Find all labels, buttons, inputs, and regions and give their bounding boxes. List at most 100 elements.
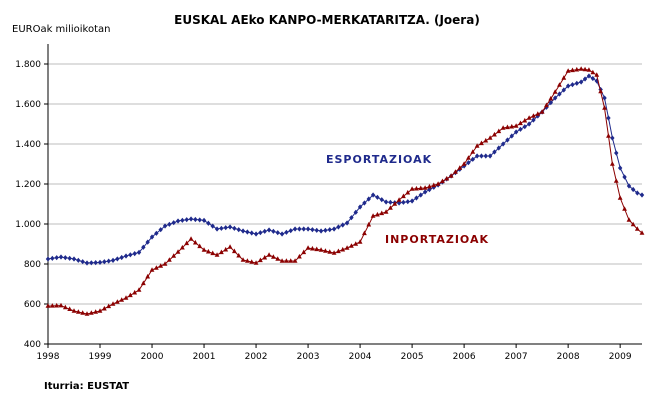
imports-point [149,267,155,272]
exports-point [639,192,645,198]
imports-point [279,258,285,263]
exports-point [97,259,103,265]
exports-point [414,195,419,201]
exports-point [379,197,384,203]
exports-point [89,260,94,266]
exports-point [492,149,497,155]
imports-point [509,123,515,129]
exports-point [466,160,471,166]
exports-point [544,104,549,110]
imports-point [67,306,73,311]
imports-point [470,149,476,154]
imports-point [586,67,592,72]
exports-point [58,254,64,260]
exports-point [110,257,116,263]
exports-point [422,189,428,195]
exports-point [67,255,72,261]
imports-point [49,303,55,308]
exports-point [219,225,224,231]
series-line [47,68,643,315]
x-tick-label: 2006 [453,352,476,362]
imports-point [375,211,380,217]
imports-point [88,310,94,315]
exports-point [349,215,354,221]
exports-point [136,249,142,255]
exports-point [487,153,493,159]
imports-point [262,254,268,260]
imports-point [58,302,64,308]
imports-point [405,189,411,195]
imports-point [188,236,194,241]
exports-point [586,73,592,79]
imports-point [327,249,333,254]
imports-series-label: INPORTAZIOAK [385,233,489,246]
imports-point [617,195,623,200]
exports-point [54,255,59,261]
exports-point [353,209,358,215]
imports-point [392,201,398,206]
exports-point [197,217,202,223]
imports-point [522,117,528,123]
exports-point [548,100,554,106]
exports-point [331,226,337,232]
imports-point [171,253,177,258]
x-tick-label: 2003 [297,352,320,362]
imports-point [422,185,428,190]
imports-point [539,109,545,114]
imports-point [175,249,181,254]
chart-title: EUSKAL AEko KANPO-MERKATARITZA. (Joera) [174,13,480,27]
imports-point [218,249,224,255]
imports-point [257,257,263,263]
exports-point [418,192,423,198]
exports-point [570,82,575,88]
exports-point [500,141,506,147]
exports-point [249,230,254,236]
exports-point [388,199,393,205]
exports-point [71,256,77,262]
imports-point [184,240,190,246]
exports-point [45,256,51,262]
imports-point [594,72,600,77]
imports-point [166,257,172,262]
exports-series-label: ESPORTAZIOAK [326,153,432,166]
exports-point [305,226,311,232]
y-tick-label: 1.200 [15,180,41,190]
imports-point [297,253,302,259]
exports-point [258,230,263,236]
imports-point [349,243,354,248]
imports-point [388,205,393,210]
exports-point [253,231,259,237]
exports-point [405,199,410,205]
y-tick-label: 1.000 [15,220,41,230]
exports-point [223,225,228,231]
imports-point [479,140,484,146]
imports-point [500,125,506,130]
imports-point [582,66,588,72]
exports-point [180,217,185,223]
exports-point [175,218,181,224]
imports-point [401,193,406,199]
imports-point [505,124,510,130]
series-layer [45,66,645,316]
imports-point [301,249,307,255]
y-tick-label: 600 [24,300,41,310]
imports-point [231,248,237,254]
exports-point [119,254,124,261]
imports-point [97,308,103,313]
exports-point [505,137,510,143]
imports-point [535,111,541,116]
imports-point [192,239,198,245]
imports-point [179,244,185,250]
imports-point [132,289,138,295]
y-tick-label: 1.600 [15,100,41,110]
exports-point [63,255,68,261]
imports-point [487,135,493,140]
imports-point [598,88,604,94]
imports-point [466,155,471,160]
exports-point [362,200,367,206]
exports-point [184,217,189,223]
imports-point [197,243,203,249]
imports-point [340,246,346,252]
exports-point [509,133,514,139]
exports-point [630,186,636,193]
